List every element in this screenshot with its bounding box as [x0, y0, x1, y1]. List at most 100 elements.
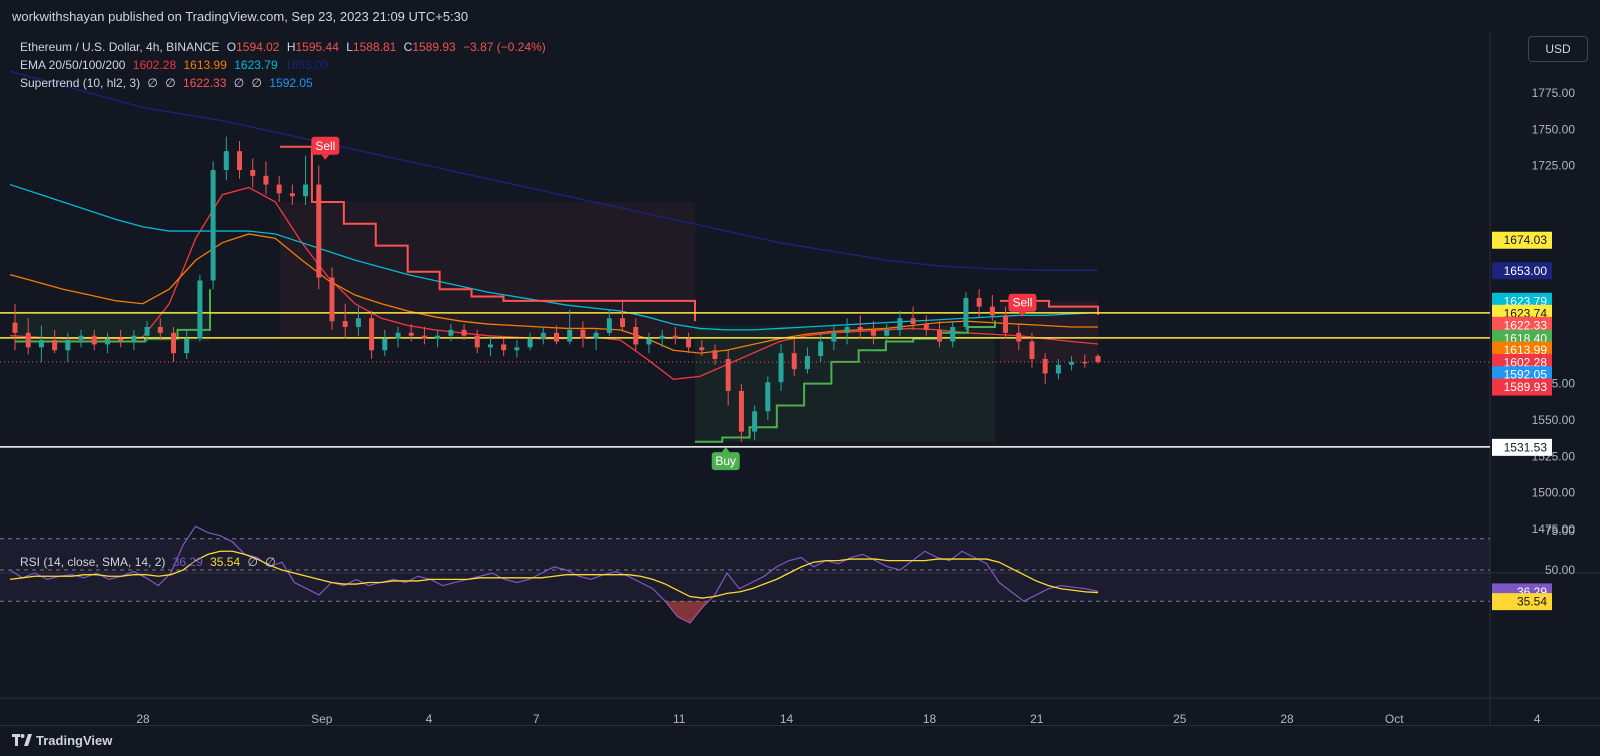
- candle-down: [1029, 341, 1035, 359]
- currency-button[interactable]: USD: [1528, 36, 1588, 62]
- supertrend-fill: [15, 202, 1098, 442]
- candle-down: [237, 151, 243, 171]
- candle-up: [778, 353, 784, 383]
- candle-up: [210, 170, 216, 281]
- ema50-value: 1613.99: [183, 58, 227, 72]
- rsi-badge: 35.54: [1492, 593, 1552, 611]
- candle-down: [276, 184, 282, 194]
- candle-up: [831, 332, 837, 342]
- publisher-text: workwithshayan published on TradingView.…: [12, 9, 469, 24]
- signal-box: [311, 136, 340, 155]
- signal-text: Sell: [1012, 296, 1032, 310]
- candle-down: [910, 318, 916, 325]
- candle-up: [804, 356, 810, 370]
- candle-down: [857, 326, 863, 330]
- candle-up: [303, 184, 309, 197]
- supertrend-lines: [15, 145, 1099, 443]
- supertrend-fill-up: [695, 325, 995, 442]
- close-label: C: [403, 40, 413, 54]
- rsi-oversold-fill: [665, 601, 709, 624]
- low-label: L: [346, 40, 353, 54]
- candle-up: [144, 326, 150, 336]
- candle-down: [1003, 315, 1009, 333]
- rsi-label: RSI (14, close, SMA, 14, 2): [20, 555, 166, 569]
- price-badge-bg: [1492, 316, 1552, 334]
- footer-bar: TradingView: [0, 725, 1600, 756]
- candle-down: [1042, 358, 1048, 374]
- price-badge-label: 1592.05: [1504, 368, 1548, 382]
- close-value: 1589.93: [412, 40, 456, 54]
- signal-arrow: [321, 154, 330, 160]
- candle-down: [1095, 356, 1101, 362]
- time-tick-label: 7: [533, 712, 540, 725]
- candle-down: [620, 318, 626, 327]
- chart-grid: [0, 30, 1600, 725]
- candle-down: [408, 332, 414, 336]
- candle-up: [950, 326, 956, 342]
- price-badge-label: 1622.33: [1504, 318, 1548, 332]
- candle-down: [250, 170, 256, 176]
- sell-signal: Sell: [311, 136, 340, 160]
- rsi-line: [9, 525, 1099, 624]
- candle-up: [752, 411, 758, 432]
- candle-down: [25, 332, 31, 348]
- price-chart[interactable]: Sell Buy Sell 75.00 50.00 36.29 35.54 1775.00…: [0, 30, 1600, 725]
- tradingview-logo-icon: [12, 734, 32, 746]
- candle-up: [395, 332, 401, 339]
- rsi-value: 36.29: [172, 555, 203, 569]
- ema20-value: 1602.28: [132, 58, 177, 72]
- ema-line-ema-100: [9, 183, 1099, 331]
- time-tick-label: 4: [1534, 712, 1541, 725]
- tradingview-logo[interactable]: TradingView: [12, 733, 112, 748]
- candle-down: [989, 306, 995, 316]
- candle-up: [223, 151, 229, 171]
- ema100-value: 1623.79: [234, 58, 278, 72]
- supertrend-legend: Supertrend (10, hl2, 3) ∅ ∅ 1622.33 ∅ ∅ …: [20, 76, 317, 90]
- rsi-pane: 75.00 50.00 36.29 35.54: [0, 524, 1575, 624]
- candle-down: [12, 322, 18, 333]
- time-tick-label: 28: [1280, 712, 1294, 725]
- price-tick-label: 1775.00: [1532, 86, 1576, 100]
- price-badge-bg: [1492, 378, 1552, 396]
- high-label: H: [286, 40, 296, 54]
- price-badge-bg: [1492, 262, 1552, 280]
- signal-arrow: [1018, 311, 1027, 317]
- candle-up: [659, 335, 665, 339]
- price-badge-label: 1602.28: [1504, 355, 1548, 369]
- candle-down: [263, 175, 269, 185]
- candle-up: [540, 332, 546, 339]
- candle-up: [884, 329, 890, 336]
- open-value: 1594.02: [236, 40, 280, 54]
- signal-text: Sell: [315, 139, 335, 153]
- ema-legend: EMA 20/50/100/200 1602.28 1613.99 1623.7…: [20, 58, 332, 72]
- st-empty-3: ∅: [233, 76, 245, 90]
- candle-up: [818, 341, 824, 357]
- candle-down: [501, 344, 507, 351]
- candle-up: [1069, 361, 1075, 365]
- candle-down: [461, 329, 467, 336]
- candle-up: [897, 318, 903, 330]
- candle-down: [923, 324, 929, 330]
- candle-down: [316, 184, 322, 278]
- ema-line-ema-200: [9, 70, 1098, 271]
- candle-up: [448, 329, 454, 336]
- time-tick-label: 25: [1173, 712, 1187, 725]
- price-axis: 1775.001750.001725.001575.001550.001525.…: [1492, 86, 1575, 536]
- st-empty-4: ∅: [251, 76, 262, 90]
- ema-line-ema-50: [9, 233, 1099, 354]
- candle-up: [184, 338, 190, 354]
- price-badge-label: 1674.03: [1504, 233, 1548, 247]
- st-value-1: 1622.33: [183, 76, 227, 90]
- candle-up: [606, 318, 612, 333]
- publisher-bar: workwithshayan published on TradingView.…: [0, 0, 1600, 30]
- rsi-sma-value: 35.54: [210, 555, 241, 569]
- price-badge-label: 1613.99: [1504, 343, 1548, 357]
- price-tick-label: 1725.00: [1532, 159, 1576, 173]
- time-tick-label: Sep: [311, 712, 333, 725]
- signal-labels: Sell Buy Sell: [311, 136, 1037, 471]
- rsi-empty-1: ∅: [247, 555, 258, 569]
- signal-box: [711, 452, 740, 471]
- candle-up: [646, 338, 652, 345]
- rsi-tick-label: 50.00: [1545, 563, 1575, 577]
- candle-up: [38, 340, 44, 348]
